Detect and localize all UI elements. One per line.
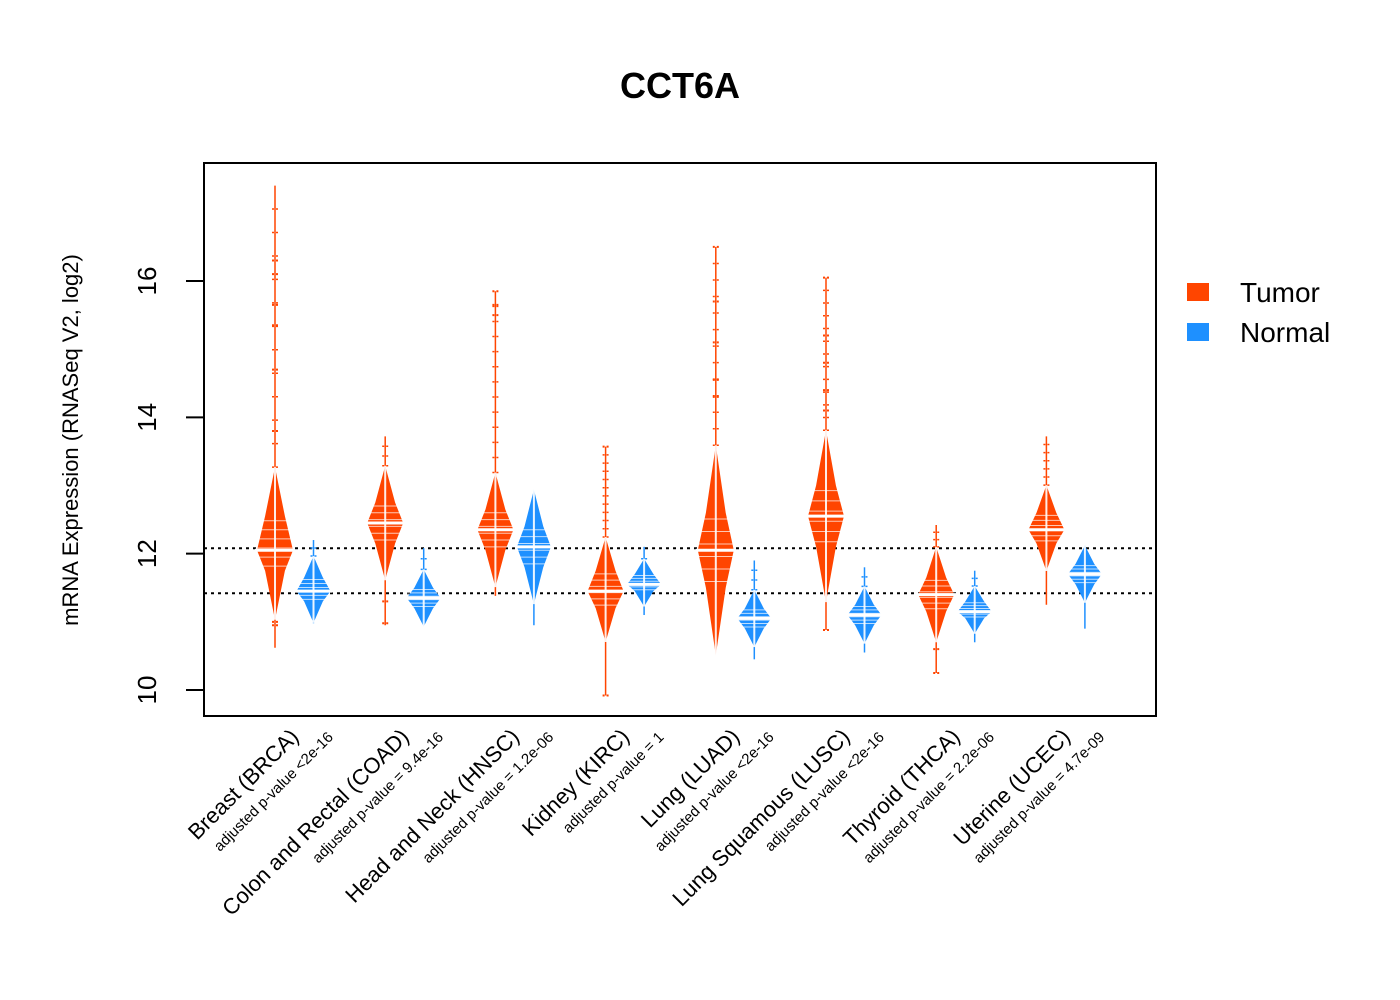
tumor-violin <box>695 245 736 656</box>
y-tick-label: 10 <box>132 676 162 705</box>
tumor-violin <box>585 445 626 697</box>
normal-violin <box>294 540 333 624</box>
plot-frame <box>203 162 1157 717</box>
tumor-violin <box>1026 436 1067 605</box>
normal-violin <box>404 548 443 627</box>
legend-swatch <box>1187 283 1209 301</box>
normal-violin <box>514 489 553 626</box>
normal-violin <box>625 546 664 616</box>
tumor-violin <box>916 525 957 674</box>
tumor-violin <box>806 276 846 632</box>
plot-area <box>204 185 1156 697</box>
legend-swatch <box>1187 323 1209 341</box>
y-axis: 10 12 14 16 <box>132 267 204 705</box>
x-axis-labels: Breast (BRCA)adjusted p-value <2e-16Colo… <box>183 724 1108 921</box>
normal-violin <box>735 560 774 660</box>
tumor-violin <box>475 290 516 596</box>
normal-violin <box>955 570 994 643</box>
normal-violin <box>845 567 884 653</box>
y-tick-label: 12 <box>132 539 162 568</box>
legend-label: Tumor <box>1240 277 1320 308</box>
normal-violin <box>1065 545 1104 629</box>
legend: Tumor Normal <box>1187 277 1330 348</box>
y-tick-label: 14 <box>132 403 162 432</box>
y-axis-label: mRNA Expression (RNASeq V2, log2) <box>58 254 83 626</box>
y-tick-label: 16 <box>132 267 162 296</box>
legend-label: Normal <box>1240 317 1330 348</box>
chart-title: CCT6A <box>620 65 740 106</box>
tumor-violin <box>255 185 295 648</box>
tumor-violin <box>365 436 406 626</box>
